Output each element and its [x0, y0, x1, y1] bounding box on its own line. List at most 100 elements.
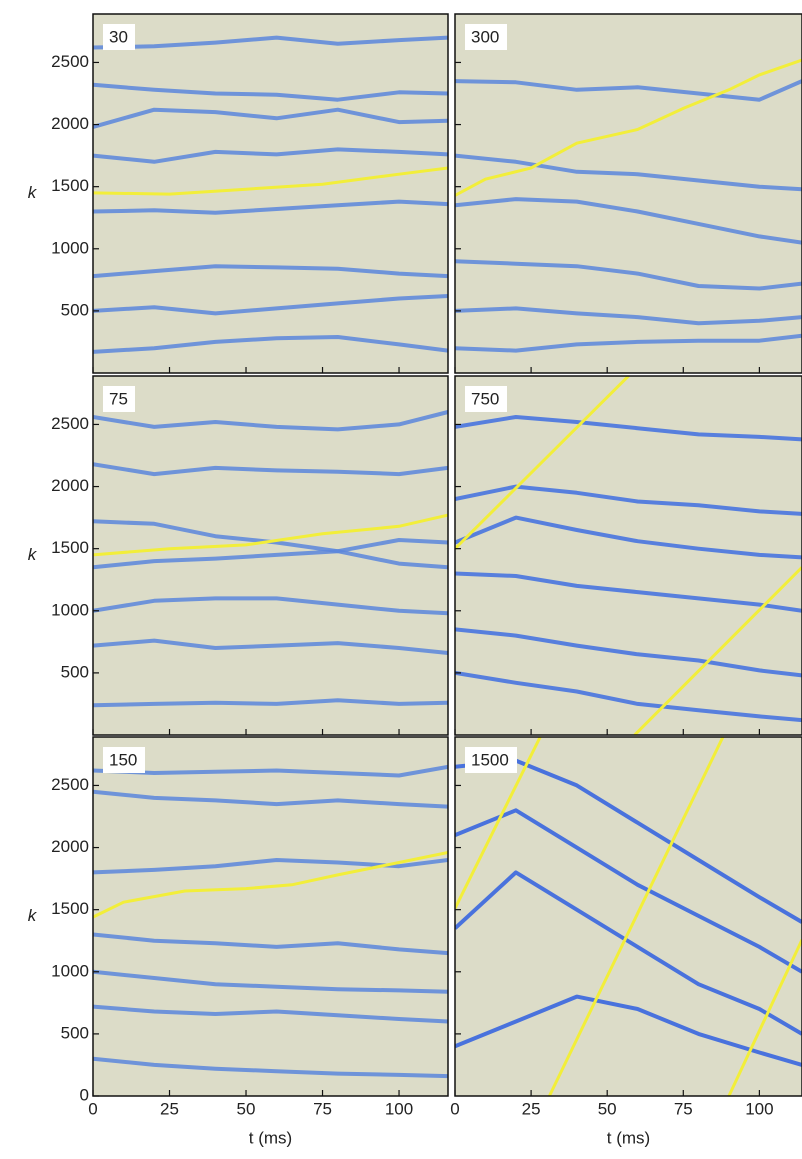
- ridge: [93, 410, 448, 432]
- y-tick-label: 1500: [51, 899, 89, 918]
- ridge: [455, 197, 802, 245]
- ridge: [455, 333, 802, 353]
- ridge: [455, 415, 802, 442]
- plot-area: [93, 764, 448, 1079]
- panel-background: [455, 14, 802, 373]
- ridge: [93, 264, 448, 279]
- y-tick-label: 1000: [51, 600, 89, 619]
- y-tick-label: 2500: [51, 414, 89, 433]
- ridge: [93, 638, 448, 655]
- x-tick-label: 100: [745, 1099, 773, 1118]
- yellow-line: [93, 851, 448, 919]
- x-tick-label: 75: [313, 1099, 332, 1118]
- ridge: [93, 294, 448, 316]
- panel-label: 30: [109, 27, 128, 46]
- y-tick-label: 1000: [51, 238, 89, 257]
- label-box: [103, 747, 145, 773]
- ridge: [93, 335, 448, 354]
- ridge: [93, 1056, 448, 1079]
- ridge: [455, 627, 802, 678]
- panel-label: 1500: [471, 750, 509, 769]
- x-tick-label: 50: [237, 1099, 256, 1118]
- y-axis-label: k: [28, 906, 38, 925]
- x-axis-label: t (ms): [607, 1128, 650, 1147]
- panel: 300: [454, 13, 802, 374]
- ridge: [455, 571, 802, 613]
- panel: 750: [454, 375, 802, 736]
- ridge: [455, 670, 802, 723]
- x-tick-label: 75: [674, 1099, 693, 1118]
- label-box: [465, 747, 517, 773]
- y-tick-label: 2000: [51, 837, 89, 856]
- panel-background: [93, 737, 448, 1096]
- plot-area: [455, 58, 802, 353]
- yellow-line: [93, 166, 448, 196]
- panel-frame: [454, 13, 802, 374]
- y-tick-label: 1000: [51, 961, 89, 980]
- label-box: [465, 386, 507, 412]
- panel-label: 150: [109, 750, 137, 769]
- ridge: [455, 870, 802, 1036]
- ridge: [93, 596, 448, 616]
- y-tick-label: 2500: [51, 52, 89, 71]
- ridge: [93, 107, 448, 129]
- x-tick-label: 0: [450, 1099, 459, 1118]
- ridge: [93, 462, 448, 477]
- y-tick-label: 500: [61, 1023, 89, 1042]
- plot-area: [93, 35, 448, 354]
- label-box: [465, 24, 507, 50]
- yellow-line: [455, 58, 802, 197]
- y-axis-label: k: [28, 545, 38, 564]
- ridge: [93, 549, 448, 570]
- y-tick-label: 500: [61, 662, 89, 681]
- panel-label: 750: [471, 389, 499, 408]
- y-tick-label: 2000: [51, 114, 89, 133]
- ridge: [455, 808, 802, 974]
- panel: 75 500 1000 1500 2000 2500 k: [28, 375, 449, 736]
- x-tick-label: 100: [385, 1099, 413, 1118]
- ridge: [93, 35, 448, 50]
- y-tick-label: 2500: [51, 775, 89, 794]
- y-axis-label: k: [28, 183, 38, 202]
- ridge: [93, 1004, 448, 1024]
- ridge: [93, 147, 448, 164]
- x-tick-label: 50: [598, 1099, 617, 1118]
- y-tick-label: 1500: [51, 538, 89, 557]
- label-box: [103, 24, 135, 50]
- yellow-line: [455, 737, 802, 1096]
- panel-frame: [92, 13, 449, 374]
- ridge: [93, 519, 448, 554]
- y-tick-label: 500: [61, 300, 89, 319]
- panel-background: [455, 737, 802, 1096]
- ridge: [455, 153, 802, 192]
- x-axis-label: t (ms): [249, 1128, 292, 1147]
- plot-area: [93, 410, 448, 708]
- ridge: [455, 994, 802, 1067]
- yellow-line: [455, 376, 802, 735]
- ridge: [455, 306, 802, 326]
- panel: 30 500 1000 1500 2000 2500 k: [28, 13, 449, 374]
- ridge: [93, 789, 448, 809]
- y-tick-label: 0: [80, 1085, 89, 1104]
- ridge: [455, 515, 802, 560]
- x-tick-label: 25: [522, 1099, 541, 1118]
- ridge: [93, 858, 448, 875]
- y-tick-label: 2000: [51, 476, 89, 495]
- yellow-line: [93, 513, 448, 557]
- ridge: [93, 82, 448, 102]
- ridge: [93, 969, 448, 994]
- panel-frame: [92, 375, 449, 736]
- ridge: [93, 932, 448, 956]
- x-tick-label: 0: [88, 1099, 97, 1118]
- ridge: [455, 79, 802, 102]
- panel-frame: [92, 736, 449, 1097]
- panel-frame: [454, 375, 802, 736]
- x-tick-label: 25: [160, 1099, 179, 1118]
- panel-frame: [454, 736, 802, 1097]
- plot-area: [455, 376, 802, 735]
- panel: 1500 0 25 50 75 100 t (ms): [450, 736, 802, 1147]
- panel-label: 300: [471, 27, 499, 46]
